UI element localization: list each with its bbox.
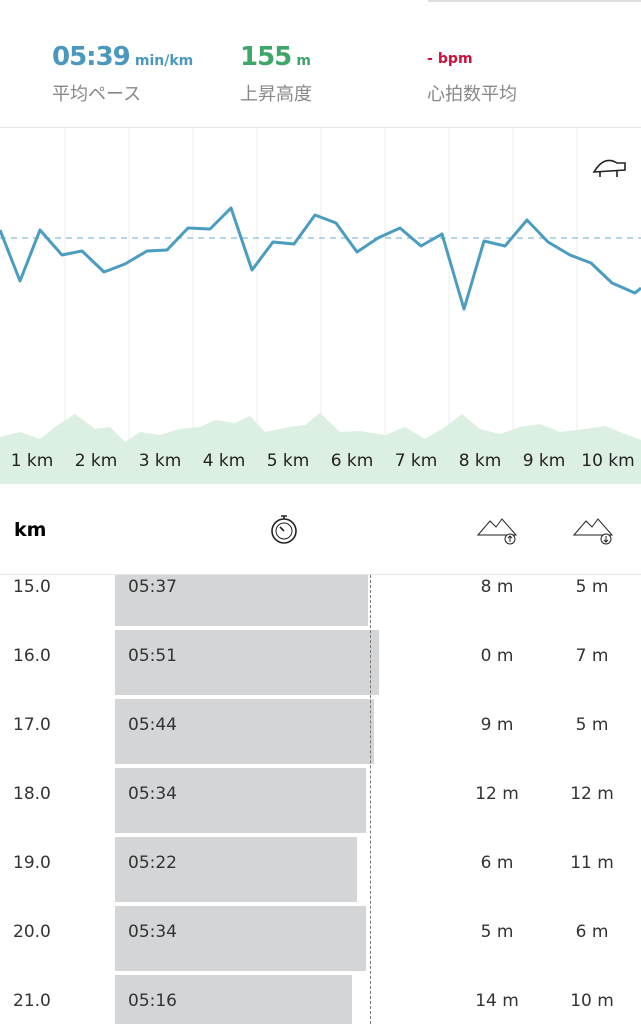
top-bar xyxy=(428,0,641,2)
elevation: 155 m xyxy=(240,42,311,72)
split-row: 18.0 05:34 12 m 12 m xyxy=(0,766,641,835)
km-value: 16.0 xyxy=(13,646,51,666)
km-label: 7 km xyxy=(395,451,438,471)
pace-label: 平均ペース xyxy=(52,84,142,105)
pace-value: 05:39 xyxy=(52,42,131,72)
km-label: 8 km xyxy=(459,451,502,471)
km-label: 2 km xyxy=(75,451,118,471)
km-value: 15.0 xyxy=(13,577,51,597)
heart-rate: - bpm xyxy=(427,48,473,67)
ascent: 6 m xyxy=(480,853,514,873)
hr-unit: bpm xyxy=(437,51,473,67)
descent: 6 m xyxy=(575,922,609,942)
elevation-unit: m xyxy=(296,53,311,69)
km-label: 4 km xyxy=(203,451,246,471)
km-value: 19.0 xyxy=(13,853,51,873)
hr-label: 心拍数平均 xyxy=(427,84,517,105)
ascent-icon xyxy=(476,518,518,545)
pace: 05:39 min/km xyxy=(52,42,193,72)
pace-bar xyxy=(115,975,353,1024)
pace-chart: 1 km 2 km 3 km 4 km 5 km 6 km 7 km 8 km 9 km 10 k… xyxy=(0,127,641,484)
average-marker xyxy=(370,575,371,1024)
ascent: 0 m xyxy=(480,646,514,666)
km-label: 5 km xyxy=(267,451,310,471)
split-table: 15.0 05:37 8 m 5 m 16.0 05:51 0 m 7 m 17.0 05:44 9… xyxy=(0,575,641,1024)
descent: 12 m xyxy=(570,784,614,804)
split-time: 05:34 xyxy=(128,922,177,942)
split-row: 19.0 05:22 6 m 11 m xyxy=(0,835,641,904)
split-row: 17.0 05:44 9 m 5 m xyxy=(0,697,641,766)
km-label: 1 km xyxy=(11,451,54,471)
ascent: 14 m xyxy=(475,991,519,1011)
km-header: km xyxy=(14,519,47,541)
pace-unit: min/km xyxy=(134,53,194,69)
grid xyxy=(64,127,578,484)
pace-line xyxy=(0,206,641,311)
ascent: 9 m xyxy=(480,715,514,735)
pace-bar xyxy=(115,575,369,626)
split-row: 20.0 05:34 5 m 6 m xyxy=(0,904,641,973)
split-row: 15.0 05:37 8 m 5 m xyxy=(0,575,641,628)
split-time: 05:44 xyxy=(128,715,177,735)
split-time: 05:37 xyxy=(128,577,177,597)
split-row: 16.0 05:51 0 m 7 m xyxy=(0,628,641,697)
split-time: 05:22 xyxy=(128,853,177,873)
hr-value: - xyxy=(427,51,433,67)
descent: 5 m xyxy=(575,715,609,735)
split-time: 05:16 xyxy=(128,991,177,1011)
km-label: 6 km xyxy=(331,451,374,471)
km-value: 20.0 xyxy=(13,922,51,942)
km-label: 3 km xyxy=(139,451,182,471)
pace-bar xyxy=(115,699,374,764)
ascent: 8 m xyxy=(480,577,514,597)
pace-bar xyxy=(115,630,380,695)
km-value: 21.0 xyxy=(13,991,51,1011)
km-value: 18.0 xyxy=(13,784,51,804)
descent: 7 m xyxy=(575,646,609,666)
split-row: 21.0 05:16 14 m 10 m xyxy=(0,973,641,1024)
descent: 11 m xyxy=(570,853,614,873)
elevation-profile xyxy=(0,413,641,484)
pace-bar xyxy=(115,906,367,971)
stopwatch-icon xyxy=(271,515,297,544)
km-label: 9 km xyxy=(523,451,566,471)
divider xyxy=(0,574,641,575)
elevation-label: 上昇高度 xyxy=(240,84,312,105)
pace-bar xyxy=(115,837,357,902)
descent: 10 m xyxy=(570,991,614,1011)
descent-icon xyxy=(572,518,614,545)
elevation-value: 155 xyxy=(240,42,292,72)
turtle-icon xyxy=(592,159,626,177)
ascent: 12 m xyxy=(475,784,519,804)
descent: 5 m xyxy=(575,577,609,597)
ascent: 5 m xyxy=(480,922,514,942)
split-time: 05:34 xyxy=(128,784,177,804)
km-label: 10 km xyxy=(581,451,634,471)
pace-bar xyxy=(115,768,367,833)
km-value: 17.0 xyxy=(13,715,51,735)
split-time: 05:51 xyxy=(128,646,177,666)
